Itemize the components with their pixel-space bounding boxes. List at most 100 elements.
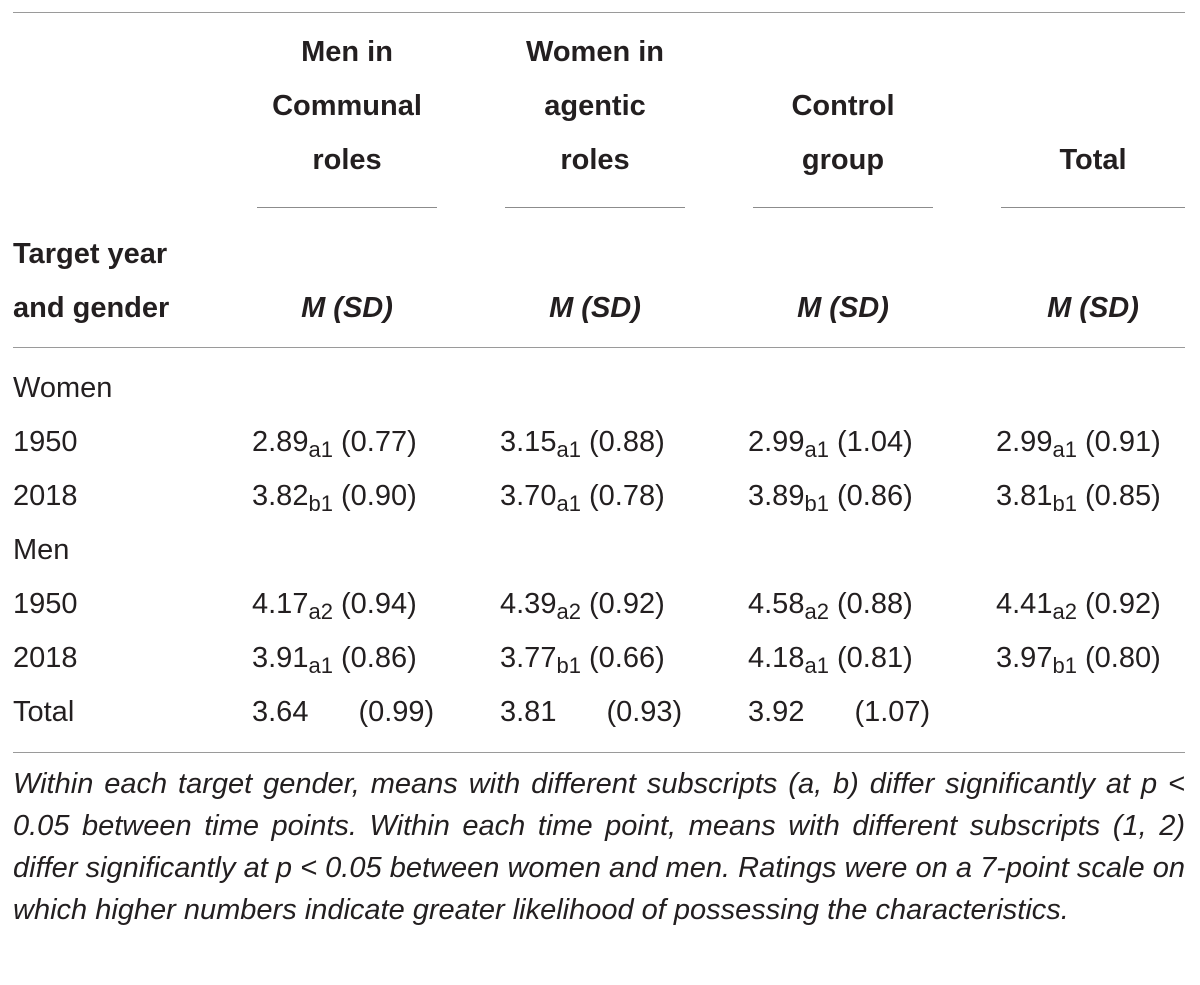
table-cell: 3.89b1 (0.86): [748, 469, 913, 523]
header-line: group: [801, 144, 885, 176]
cell-subscript: a1: [556, 491, 581, 516]
cell-subscript: a2: [804, 599, 829, 624]
header-line: agentic: [544, 90, 646, 122]
cell-subscript: b1: [804, 491, 829, 516]
stub-line: Target year: [13, 238, 168, 270]
bottom-rule: [13, 752, 1185, 753]
cell-sd: (1.04): [837, 426, 913, 458]
cell-mean: 4.17: [252, 588, 309, 620]
cell-sd: (1.07): [854, 696, 931, 728]
cell-subscript: b1: [1052, 491, 1077, 516]
cell-mean: 3.97: [996, 642, 1053, 674]
cell-sd: (0.86): [837, 480, 913, 512]
cell-subscript: a2: [1052, 599, 1077, 624]
cell-mean: 4.39: [500, 588, 557, 620]
stub-header: Target year and gender: [13, 227, 169, 335]
table-cell: 3.81 (0.93): [500, 685, 682, 739]
header-line: Total: [1059, 144, 1127, 176]
stat-label: M (SD): [797, 292, 889, 324]
cell-mean: 3.81: [500, 696, 557, 728]
row-label-1950: 1950: [13, 588, 78, 620]
cell-sd: (0.85): [1085, 480, 1161, 512]
row-label-women: Women: [13, 372, 113, 404]
header-line: roles: [312, 144, 382, 176]
header-line: Communal: [272, 90, 422, 122]
cell-sd: (0.66): [589, 642, 665, 674]
cell-sd: (0.99): [358, 696, 435, 728]
stat-label: M (SD): [549, 292, 641, 324]
cell-sd: (0.94): [341, 588, 417, 620]
cell-mean: 2.89: [252, 426, 309, 458]
cell-mean: 3.91: [252, 642, 309, 674]
top-rule: [13, 12, 1185, 13]
table-cell: 4.58a2 (0.88): [748, 577, 913, 631]
table-cell: 4.41a2 (0.92): [996, 577, 1161, 631]
cell-subscript: a2: [556, 599, 581, 624]
cell-subscript: a2: [308, 599, 333, 624]
row-label-2018: 2018: [13, 642, 78, 674]
row-label-men: Men: [13, 534, 70, 566]
cell-sd: (0.93): [606, 696, 683, 728]
cell-sd: (0.92): [1085, 588, 1161, 620]
column-rule: [257, 207, 437, 208]
table-cell: 3.82b1 (0.90): [252, 469, 417, 523]
row-label-total: Total: [13, 696, 75, 728]
cell-sd: (0.91): [1085, 426, 1161, 458]
table-cell: 3.91a1 (0.86): [252, 631, 417, 685]
cell-sd: (0.81): [837, 642, 913, 674]
table-cell: 3.70a1 (0.78): [500, 469, 665, 523]
cell-sd: (0.86): [341, 642, 417, 674]
cell-subscript: b1: [1052, 653, 1077, 678]
cell-mean: 3.77: [500, 642, 557, 674]
table-cell: 3.81b1 (0.85): [996, 469, 1161, 523]
cell-subscript: a1: [556, 437, 581, 462]
cell-mean: 3.81: [996, 480, 1053, 512]
row-label-1950: 1950: [13, 426, 78, 458]
column-rule: [753, 207, 933, 208]
cell-subscript: a1: [1052, 437, 1077, 462]
cell-sd: (0.90): [341, 480, 417, 512]
table-cell: 3.77b1 (0.66): [500, 631, 665, 685]
header-line: Women in: [525, 36, 665, 68]
cell-sd: (0.80): [1085, 642, 1161, 674]
cell-sd: (0.88): [589, 426, 665, 458]
cell-mean: 2.99: [748, 426, 805, 458]
cell-subscript: a1: [308, 653, 333, 678]
cell-subscript: a1: [804, 437, 829, 462]
table-cell: 2.99a1 (1.04): [748, 415, 913, 469]
row-label-2018: 2018: [13, 480, 78, 512]
table-footnote: Within each target gender, means with di…: [13, 768, 1185, 926]
table-cell: 2.99a1 (0.91): [996, 415, 1161, 469]
table-cell: 4.18a1 (0.81): [748, 631, 913, 685]
cell-mean: 4.58: [748, 588, 805, 620]
cell-subscript: a1: [308, 437, 333, 462]
table-cell: 3.15a1 (0.88): [500, 415, 665, 469]
cell-sd: (0.77): [341, 426, 417, 458]
column-rule: [1001, 207, 1185, 208]
header-control-group: Control group: [753, 79, 933, 187]
cell-subscript: b1: [308, 491, 333, 516]
table-cell: 3.64 (0.99): [252, 685, 434, 739]
header-men-communal: Men in Communal roles: [257, 25, 437, 187]
header-line: Control: [791, 90, 895, 122]
table-cell: 4.39a2 (0.92): [500, 577, 665, 631]
cell-mean: 2.99: [996, 426, 1053, 458]
cell-sd: (0.78): [589, 480, 665, 512]
cell-sd: (0.92): [589, 588, 665, 620]
cell-mean: 3.64: [252, 696, 309, 728]
table-cell: 2.89a1 (0.77): [252, 415, 417, 469]
column-rule: [505, 207, 685, 208]
stat-label: M (SD): [1047, 292, 1139, 324]
cell-subscript: b1: [556, 653, 581, 678]
stat-label: M (SD): [301, 292, 393, 324]
cell-mean: 3.92: [748, 696, 805, 728]
cell-mean: 3.15: [500, 426, 557, 458]
header-line: Men in: [301, 36, 393, 68]
stub-line: and gender: [13, 292, 170, 324]
header-line: roles: [560, 144, 630, 176]
cell-mean: 4.18: [748, 642, 805, 674]
table-cell: 3.92 (1.07): [748, 685, 930, 739]
cell-sd: (0.88): [837, 588, 913, 620]
cell-mean: 3.70: [500, 480, 557, 512]
header-total: Total: [1001, 133, 1185, 187]
